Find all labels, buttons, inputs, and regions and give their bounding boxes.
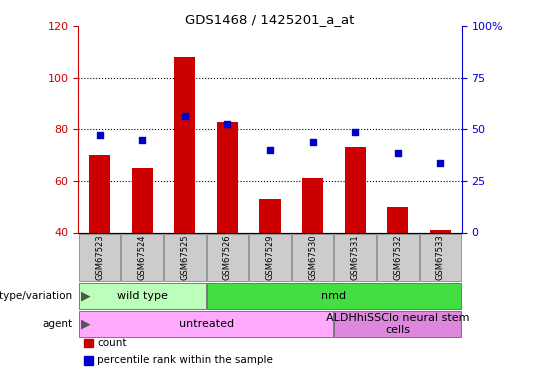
Text: GSM67525: GSM67525 xyxy=(180,235,190,280)
Text: ▶: ▶ xyxy=(81,318,91,330)
FancyBboxPatch shape xyxy=(79,283,206,309)
FancyBboxPatch shape xyxy=(334,234,376,281)
FancyBboxPatch shape xyxy=(420,234,461,281)
FancyBboxPatch shape xyxy=(377,234,418,281)
Point xyxy=(180,114,189,120)
Bar xyxy=(345,147,366,232)
Text: GSM67526: GSM67526 xyxy=(223,235,232,280)
Text: genotype/variation: genotype/variation xyxy=(0,291,73,301)
Point xyxy=(351,129,360,135)
Point xyxy=(138,137,146,143)
Text: GSM67530: GSM67530 xyxy=(308,235,317,280)
Bar xyxy=(89,155,110,232)
FancyBboxPatch shape xyxy=(122,234,163,281)
Bar xyxy=(259,199,281,232)
Text: GSM67533: GSM67533 xyxy=(436,235,445,280)
FancyBboxPatch shape xyxy=(249,234,291,281)
Bar xyxy=(387,207,408,232)
Point xyxy=(436,160,445,166)
Text: agent: agent xyxy=(43,319,73,329)
Text: GSM67532: GSM67532 xyxy=(393,235,402,280)
Text: percentile rank within the sample: percentile rank within the sample xyxy=(97,356,273,365)
FancyBboxPatch shape xyxy=(206,283,461,309)
Text: wild type: wild type xyxy=(117,291,167,301)
Point xyxy=(308,139,317,145)
FancyBboxPatch shape xyxy=(292,234,334,281)
Text: ▶: ▶ xyxy=(81,290,91,303)
FancyBboxPatch shape xyxy=(79,234,120,281)
Bar xyxy=(430,230,451,232)
FancyBboxPatch shape xyxy=(79,311,334,337)
FancyBboxPatch shape xyxy=(334,311,461,337)
Text: GSM67529: GSM67529 xyxy=(266,235,274,280)
Text: GSM67531: GSM67531 xyxy=(350,235,360,280)
Text: GSM67523: GSM67523 xyxy=(95,235,104,280)
Point xyxy=(95,132,104,138)
Point xyxy=(266,147,274,153)
Point xyxy=(394,150,402,156)
Text: GDS1468 / 1425201_a_at: GDS1468 / 1425201_a_at xyxy=(185,13,355,26)
Bar xyxy=(174,57,195,232)
Text: untreated: untreated xyxy=(179,319,234,329)
Bar xyxy=(302,178,323,232)
Text: nmd: nmd xyxy=(321,291,347,301)
FancyBboxPatch shape xyxy=(206,234,248,281)
Text: GSM67524: GSM67524 xyxy=(138,235,147,280)
Bar xyxy=(217,122,238,232)
Text: ALDHhiSSClo neural stem
cells: ALDHhiSSClo neural stem cells xyxy=(326,313,470,335)
Point xyxy=(223,121,232,127)
FancyBboxPatch shape xyxy=(164,234,206,281)
Text: count: count xyxy=(97,338,127,348)
Bar xyxy=(132,168,153,232)
